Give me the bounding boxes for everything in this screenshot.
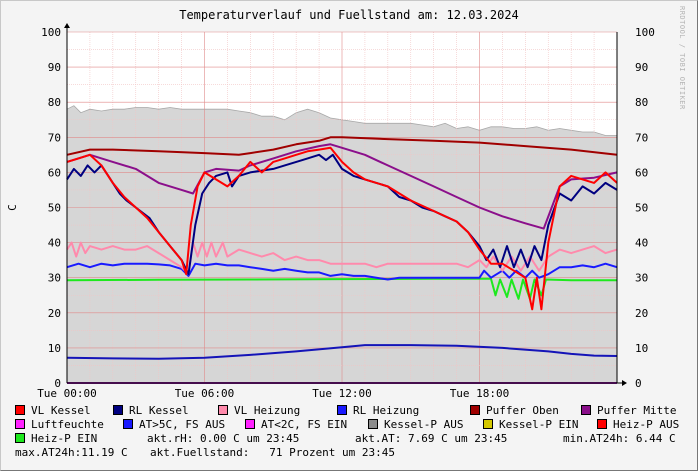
y-tick-label-right: 0 bbox=[635, 377, 642, 390]
legend-swatch bbox=[597, 419, 607, 429]
legend-row-1: VL Kessel RL Kessel VL Heizung RL Heizun… bbox=[0, 404, 698, 418]
legend-label: Heiz-P EIN bbox=[31, 432, 98, 445]
temperature-chart: 0 0 10 10 20 20 30 30 40 40 50 50 60 60 70 70 80 80 90 90 10… bbox=[6, 23, 655, 400]
x-axis-arrow bbox=[622, 380, 627, 386]
legend-swatch bbox=[368, 419, 378, 429]
legend-label: VL Heizung bbox=[234, 404, 301, 417]
y-tick-label: 40 bbox=[48, 237, 61, 250]
legend-item: Heiz-P EIN bbox=[15, 432, 97, 445]
y-axis-label: C bbox=[6, 204, 19, 211]
x-tick-label: Tue 18:00 bbox=[450, 387, 510, 400]
y-tick-label: 80 bbox=[48, 96, 61, 109]
stat-akt-rh: akt.rH: 0.00 C um 23:45 bbox=[147, 432, 300, 445]
y-tick-label-right: 20 bbox=[635, 307, 648, 320]
legend-row-3: Heiz-P EIN akt.rH: 0.00 C um 23:45 akt.A… bbox=[0, 432, 698, 446]
legend-item: AT>5C, FS AUS bbox=[123, 418, 225, 431]
legend-swatch bbox=[123, 419, 133, 429]
legend-swatch bbox=[218, 405, 228, 415]
y-tick-label: 100 bbox=[41, 26, 61, 39]
legend-item: VL Kessel bbox=[15, 404, 91, 417]
legend-row-4: max.AT24h:11.19 C akt.Fuellstand: 71 Pro… bbox=[0, 446, 698, 460]
stat-max-at: max.AT24h:11.19 C bbox=[15, 446, 128, 459]
y-tick-label: 70 bbox=[48, 131, 61, 144]
legend-swatch bbox=[113, 405, 123, 415]
legend-label: AT<2C, FS EIN bbox=[261, 418, 348, 431]
legend-swatch bbox=[483, 419, 493, 429]
y-tick-label-right: 40 bbox=[635, 237, 648, 250]
legend-label: Puffer Mitte bbox=[597, 404, 677, 417]
legend-swatch bbox=[337, 405, 347, 415]
legend-item: Luftfeuchte bbox=[15, 418, 104, 431]
legend-swatch bbox=[581, 405, 591, 415]
legend-label: AT>5C, FS AUS bbox=[139, 418, 226, 431]
y-tick-label-right: 50 bbox=[635, 202, 648, 215]
legend-label: Kessel-P AUS bbox=[384, 418, 464, 431]
y-tick-label: 90 bbox=[48, 61, 61, 74]
series-line bbox=[66, 241, 618, 276]
stat-fuellstand: akt.Fuellstand: 71 Prozent um 23:45 bbox=[150, 446, 396, 459]
legend-item: Heiz-P AUS bbox=[597, 418, 679, 431]
series-line bbox=[66, 262, 618, 281]
legend-item: Kessel-P EIN bbox=[483, 418, 578, 431]
y-tick-label: 60 bbox=[48, 166, 61, 179]
legend-swatch bbox=[15, 405, 25, 415]
chart-title: Temperaturverlauf und Fuellstand am: 12.… bbox=[179, 8, 519, 22]
legend-label: Kessel-P EIN bbox=[499, 418, 579, 431]
legend-item: VL Heizung bbox=[218, 404, 300, 417]
y-tick-label-right: 90 bbox=[635, 61, 648, 74]
y-tick-label-right: 10 bbox=[635, 342, 648, 355]
y-tick-label: 10 bbox=[48, 342, 61, 355]
legend-item: Puffer Oben bbox=[470, 404, 559, 417]
legend-swatch bbox=[470, 405, 480, 415]
stat-min-at: min.AT24h: 6.44 C bbox=[563, 432, 676, 445]
legend-label: Luftfeuchte bbox=[31, 418, 104, 431]
series-line bbox=[66, 344, 618, 360]
legend-item: RL Kessel bbox=[113, 404, 189, 417]
legend-item: Puffer Mitte bbox=[581, 404, 676, 417]
y-tick-label: 0 bbox=[54, 377, 61, 390]
legend-swatch bbox=[15, 419, 25, 429]
y-tick-label-right: 80 bbox=[635, 96, 648, 109]
x-tick-label: Tue 00:00 bbox=[37, 387, 97, 400]
legend-label: Heiz-P AUS bbox=[613, 418, 680, 431]
legend-item: AT<2C, FS EIN bbox=[245, 418, 347, 431]
legend-label: Puffer Oben bbox=[486, 404, 559, 417]
x-tick-label: Tue 12:00 bbox=[312, 387, 372, 400]
legend-label: RL Kessel bbox=[129, 404, 189, 417]
y-tick-label-right: 60 bbox=[635, 166, 648, 179]
legend-label: VL Kessel bbox=[31, 404, 91, 417]
legend-label: RL Heizung bbox=[353, 404, 420, 417]
y-tick-label-right: 70 bbox=[635, 131, 648, 144]
legend-item: RL Heizung bbox=[337, 404, 419, 417]
rrdtool-watermark: RRDTOOL / TOBI OETIKER bbox=[678, 6, 686, 110]
legend-swatch bbox=[15, 433, 25, 443]
legend-swatch bbox=[245, 419, 255, 429]
series-line bbox=[66, 143, 618, 230]
series-line bbox=[66, 136, 618, 156]
y-tick-label: 30 bbox=[48, 272, 61, 285]
y-tick-label-right: 30 bbox=[635, 272, 648, 285]
x-tick-label: Tue 06:00 bbox=[175, 387, 235, 400]
y-tick-label-right: 100 bbox=[635, 26, 655, 39]
legend-item: Kessel-P AUS bbox=[368, 418, 463, 431]
legend-row-2: Luftfeuchte AT>5C, FS AUS AT<2C, FS EIN … bbox=[0, 418, 698, 432]
y-tick-label: 20 bbox=[48, 307, 61, 320]
y-tick-label: 50 bbox=[48, 202, 61, 215]
stat-akt-at: akt.AT: 7.69 C um 23:45 bbox=[355, 432, 508, 445]
series-line bbox=[66, 146, 618, 311]
y-axis-arrow bbox=[64, 23, 70, 28]
